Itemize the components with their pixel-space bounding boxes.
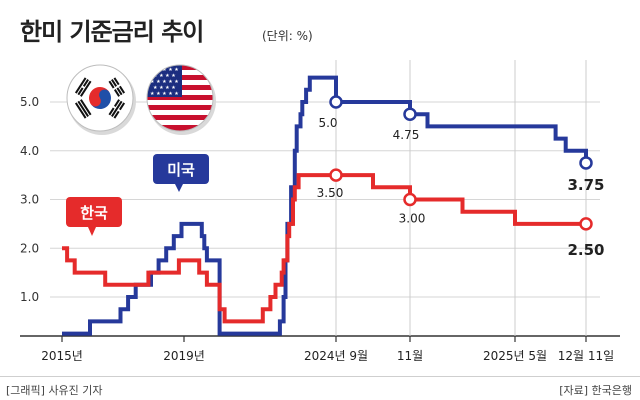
svg-text:미국: 미국 xyxy=(167,161,195,179)
footer-divider xyxy=(0,376,640,377)
chart-title: 한미 기준금리 추이 xyxy=(20,18,204,46)
y-tick-label: 2.0 xyxy=(20,241,39,255)
y-tick-label: 3.0 xyxy=(20,193,39,207)
kr-data-label: 2.50 xyxy=(567,241,604,259)
y-tick-label: 5.0 xyxy=(20,95,39,109)
us-data-label: 5.0 xyxy=(318,116,337,130)
svg-text:★ ★ ★ ★ ★: ★ ★ ★ ★ ★ xyxy=(150,91,179,97)
unit-label: (단위: %) xyxy=(262,29,313,43)
x-tick-label: 12월 11일 xyxy=(558,349,614,363)
kr-data-label: 3.50 xyxy=(317,186,344,200)
graphic-credit: [그래픽] 사유진 기자 xyxy=(6,384,103,397)
us-bubble-label: 미국 xyxy=(153,154,209,192)
svg-text:한국: 한국 xyxy=(80,204,108,222)
y-tick-label: 4.0 xyxy=(20,144,39,158)
svg-text:★ ★ ★ ★: ★ ★ ★ ★ xyxy=(153,73,176,79)
korea-bubble-label: 한국 xyxy=(66,197,122,236)
us-data-label: 3.75 xyxy=(567,176,604,194)
data-markers xyxy=(329,95,593,231)
data-source: [자료] 한국은행 xyxy=(559,384,632,397)
us-marker xyxy=(329,95,343,109)
rate-chart: 1.0 2.0 3.0 4.0 5.0 2015년 2019년 2024년 9월 11월 202… xyxy=(20,60,620,363)
korea-flag-icon xyxy=(66,64,136,135)
kr-marker xyxy=(579,217,593,231)
y-tick-label: 1.0 xyxy=(20,290,39,304)
x-tick-label: 2025년 5월 xyxy=(483,349,547,363)
grid-lines xyxy=(50,101,600,298)
us-marker xyxy=(403,107,417,121)
kr-marker xyxy=(403,192,417,207)
x-tick-label: 2024년 9월 xyxy=(304,349,368,363)
svg-text:★ ★ ★ ★ ★: ★ ★ ★ ★ ★ xyxy=(150,67,179,73)
x-tick-label: 2015년 xyxy=(41,349,83,363)
x-tick-label: 11월 xyxy=(397,349,423,363)
us-flag-icon: ★ ★ ★ ★ ★ ★ ★ ★ ★ ★ ★ ★ ★ ★ ★ ★ ★ ★ ★ ★ … xyxy=(146,64,216,135)
kr-marker xyxy=(329,168,343,182)
us-data-label: 4.75 xyxy=(393,128,420,142)
us-marker xyxy=(579,156,593,170)
y-axis-ticks: 1.0 2.0 3.0 4.0 5.0 xyxy=(20,95,39,304)
x-tick-label: 2019년 xyxy=(163,349,205,363)
svg-text:★ ★ ★ ★ ★: ★ ★ ★ ★ ★ xyxy=(150,79,179,85)
kr-data-label: 3.00 xyxy=(399,212,426,226)
korea-rate-line xyxy=(62,173,586,324)
svg-text:★ ★ ★ ★: ★ ★ ★ ★ xyxy=(153,85,176,91)
x-axis: 2015년 2019년 2024년 9월 11월 2025년 5월 12월 11일 xyxy=(20,335,620,363)
data-labels: 5.0 4.75 3.75 3.50 3.00 2.50 xyxy=(317,116,605,259)
